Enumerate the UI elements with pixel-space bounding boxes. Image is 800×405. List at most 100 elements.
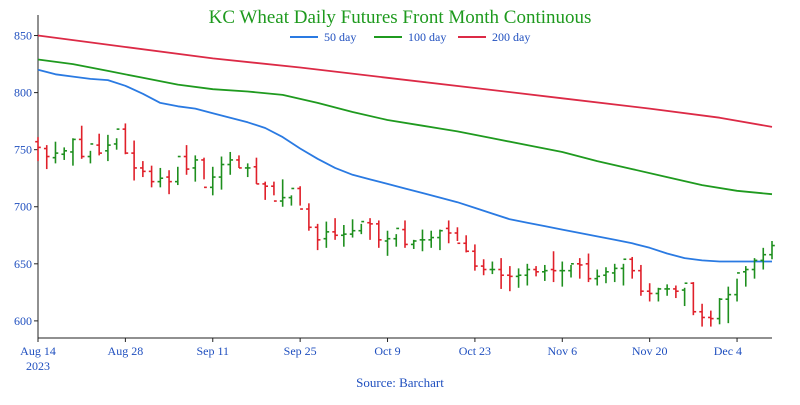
ohlc-bar (323, 221, 330, 248)
ohlc-bar (760, 247, 767, 270)
ohlc-bar (419, 229, 426, 252)
ohlc-bar (655, 287, 662, 302)
ohlc-bar (681, 282, 688, 307)
ohlc-bar (515, 268, 522, 288)
ohlc-bar (70, 138, 76, 166)
ohlc-bar (524, 263, 531, 286)
ohlc-bar (35, 137, 41, 162)
ohlc-bar (463, 235, 469, 253)
ohlc-bar (43, 145, 50, 170)
ohlc-bar (279, 179, 286, 207)
ohlc-bar (690, 282, 697, 316)
ohlc-bar (472, 244, 478, 271)
ohlc-bar (341, 225, 347, 247)
ohlc-bar (157, 167, 164, 188)
ohlc-bar (375, 220, 382, 248)
x-tick-label: Sep 11 (196, 344, 229, 358)
ohlc-bar (122, 123, 129, 155)
ohlc-bar (218, 156, 225, 190)
moving-average-lines (37, 34, 773, 263)
ohlc-bar (262, 181, 268, 200)
ohlc-bar (78, 125, 85, 159)
y-tick-label: 750 (14, 143, 32, 157)
x-tick-label: Oct 9 (374, 344, 400, 358)
ohlc-bar (428, 230, 435, 248)
ohlc-bar (708, 310, 714, 327)
ohlc-bar (314, 223, 321, 251)
ohlc-bar (734, 272, 740, 302)
series-line-ma50 (37, 68, 772, 263)
ohlc-bar (725, 286, 732, 324)
ohlc-bar (742, 266, 749, 287)
ohlc-bar (542, 264, 548, 281)
x-axis: Aug 14 Aug 28 Sep 11 Sep 25 Oct 9 Oct 23 Nov 6… (20, 337, 772, 373)
ohlc-bar (87, 143, 94, 164)
ohlc-bar (620, 258, 627, 286)
ohlc-bar (192, 155, 199, 182)
ohlc-bar (437, 229, 443, 251)
ohlc-bar (166, 170, 172, 195)
series-line-ma100 (37, 58, 773, 196)
ohlc-bar (52, 141, 59, 164)
ohlc-bar (393, 227, 400, 247)
ohlc-bar (454, 227, 461, 245)
ohlc-bar (332, 218, 338, 240)
ohlc-bar (271, 181, 277, 202)
legend-label-ma50: 50 day (324, 30, 356, 44)
ohlc-bar (489, 261, 496, 275)
ohlc-bar (507, 266, 513, 292)
source-label: Source: Barchart (356, 375, 444, 390)
ohlc-bar (244, 163, 251, 178)
ohlc-bar (594, 269, 601, 286)
ohlc-bar (131, 140, 137, 181)
x-tick-label: Oct 23 (459, 344, 491, 358)
x-tick-label: Dec 4 (714, 344, 742, 358)
ohlc-bar (402, 220, 408, 248)
series-line-ma200 (37, 34, 773, 128)
ohlc-bar (227, 151, 234, 175)
ohlc-bar (105, 134, 111, 162)
ohlc-bar (576, 258, 583, 279)
y-tick-label: 800 (14, 86, 32, 100)
y-tick-label: 600 (14, 314, 32, 328)
legend: 50 day 100 day 200 day (290, 30, 530, 44)
ohlc-bar (358, 220, 365, 235)
ohlc-bar (113, 128, 120, 150)
x-tick-label: Nov 6 (547, 344, 577, 358)
x-tick-label: Sep 25 (284, 344, 317, 358)
ohlc-bar (664, 284, 670, 296)
ohlc-bar (568, 263, 574, 278)
chart-title: KC Wheat Daily Futures Front Month Conti… (209, 7, 592, 28)
ohlc-bar (236, 155, 242, 169)
ohlc-bar (769, 240, 775, 260)
ohlc-bar (297, 186, 303, 210)
x-tick-year-label: 2023 (26, 359, 50, 373)
ohlc-bar (751, 258, 758, 279)
ohlc-bar (306, 203, 312, 231)
ohlc-bar (445, 220, 452, 244)
y-axis: 600 650 700 750 800 850 (14, 15, 39, 338)
ohlc-bar (384, 230, 391, 256)
ohlc-bar (253, 157, 260, 185)
ohlc-bar (288, 187, 295, 206)
ohlc-bar (349, 219, 356, 238)
ohlc-bar (646, 283, 653, 302)
ohlc-bar (140, 161, 146, 178)
ohlc-bar (611, 263, 618, 283)
ohlc-bar (175, 155, 181, 186)
ohlc-bar (716, 298, 723, 325)
ohlc-bar (201, 157, 207, 189)
ohlc-bar (148, 165, 155, 188)
ohlc-bar (410, 239, 417, 249)
ohlc-bar (559, 261, 566, 287)
ohlc-bar (533, 266, 539, 277)
x-tick-label: Nov 20 (632, 344, 668, 358)
price-bars (35, 123, 775, 327)
ohlc-bar (673, 285, 679, 299)
ohlc-bar (367, 218, 373, 240)
ohlc-bar (209, 166, 216, 196)
y-tick-label: 850 (14, 29, 32, 43)
x-tick-label: Aug 14 (20, 344, 56, 358)
